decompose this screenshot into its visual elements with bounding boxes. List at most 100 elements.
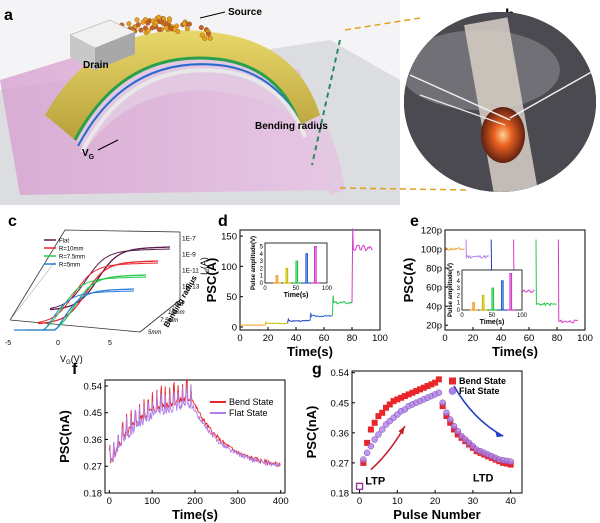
e-inset-x-tick: 100: [517, 313, 528, 319]
d-inset-y-tick: 2: [260, 266, 264, 272]
panel-a: a Source Drain VG Bending radius: [0, 0, 400, 205]
g-marker-bend: [432, 379, 439, 386]
d-inset-y-label: Pulse amplitude(V): [251, 236, 257, 290]
g-marker-bend: [409, 389, 416, 396]
c-z-tick-label: 1E-13: [182, 284, 200, 291]
e-inset-pulse: [489, 287, 497, 311]
f-y-tick-label: 0.54: [84, 381, 103, 392]
c-depth-tick-label: 7.5mm: [160, 318, 178, 324]
g-ltd-label: LTD: [473, 472, 494, 484]
e-inset-x-tick: 0: [460, 313, 464, 319]
drain-block-front: [95, 32, 135, 70]
e-inset-pulse: [479, 294, 488, 311]
nanoparticle: [187, 21, 192, 27]
nanoparticle: [168, 25, 174, 31]
nanoparticle: [181, 21, 187, 27]
g-x-axis-label: Pulse Number: [393, 507, 480, 522]
panel-f-label: f: [72, 361, 78, 378]
f-y-tick-label: 0.27: [84, 462, 103, 473]
g-marker-bend: [375, 413, 382, 420]
c-transfer-curve-return: [14, 290, 135, 331]
d-inset-y-tick: 5: [260, 245, 264, 251]
x-ticks-c: -5 0 5: [5, 340, 112, 347]
f-legend-label: Flat State: [229, 408, 268, 418]
e-inset-x-tick: 50: [489, 313, 496, 319]
f-x-tick-label: 200: [187, 496, 203, 507]
e-x-tick-label: 20: [468, 333, 479, 344]
panel-b: b: [404, 7, 596, 192]
nanoparticle: [149, 25, 155, 31]
probe-needle-3: [509, 69, 596, 119]
layer-white: [80, 68, 307, 153]
g-marker-flat: [375, 431, 382, 438]
nanoparticle: [198, 25, 204, 31]
g-x-tick-label: 30: [468, 496, 479, 507]
e-series-line: [535, 239, 557, 307]
nanoparticle: [206, 31, 211, 37]
d-inset-y-tick: 1: [260, 274, 264, 280]
c-z-tick-label: 1E-11: [182, 268, 199, 275]
g-ltp-arrowhead: [398, 426, 405, 435]
e-series-line: [557, 239, 578, 324]
d-inset-x-tick: 100: [322, 286, 333, 292]
box-frame-c: [9, 229, 181, 333]
c-legend-label: R=7.5mm: [59, 255, 85, 261]
layer-green: [73, 56, 302, 141]
panel-e: e 0 20 40 60 80 10020p40p60p80p100p120pTime(s…: [401, 213, 593, 359]
d-series-line: [239, 323, 265, 327]
g-marker-bend: [383, 404, 389, 411]
e-inset-y-tick: 0: [457, 308, 461, 314]
d-x-tick-label: 0: [237, 333, 242, 344]
g-marker-flat: [360, 456, 367, 463]
c-z-tick-label: 1E-7: [182, 236, 196, 243]
nanoparticle: [163, 25, 169, 31]
g-marker-bend: [420, 384, 427, 391]
glowing-device: [481, 107, 525, 163]
vg-pointer: [97, 139, 119, 151]
c-depth-tick-label: 10mm: [168, 310, 185, 316]
g-marker-bend: [394, 396, 401, 403]
g-marker-bend: [364, 439, 371, 446]
c-x-tick-label: -5: [5, 340, 11, 347]
layer-blue: [77, 63, 303, 147]
g-marker-flat: [446, 416, 454, 423]
depth-axis-label-c: Bending radius: [162, 274, 199, 329]
d-inset-pulse: [273, 275, 282, 284]
d-series-line: [331, 295, 353, 317]
g-marker-bend: [367, 426, 374, 433]
g-legend-label: Bend State: [459, 376, 506, 386]
d-x-tick-label: 20: [263, 333, 274, 344]
g-marker-bend: [379, 409, 386, 416]
g-y-axis-label: PSC(nA): [304, 406, 319, 459]
g-y-tick-label: 0.36: [331, 428, 350, 439]
nanoparticle: [184, 26, 190, 32]
f-x-tick-label: 300: [230, 496, 246, 507]
drain-block-side: [70, 35, 95, 70]
f-x-tick-label: 400: [273, 496, 289, 507]
g-legend-swatch: [448, 387, 457, 395]
g-x-tick-label: 40: [505, 496, 516, 507]
panel-e-label: e: [410, 213, 419, 230]
nanoparticle: [199, 32, 205, 38]
c-legend-label: Flat: [59, 239, 69, 245]
e-inset-pulse: [507, 273, 515, 311]
nanoparticle: [138, 27, 144, 33]
e-x-tick-label: 40: [496, 333, 507, 344]
g-marker-flat: [435, 389, 443, 396]
g-marker-flat: [378, 426, 386, 433]
g-marker-bend: [405, 391, 412, 398]
e-inset-y-tick: 1: [457, 301, 461, 307]
g-marker-bend: [413, 388, 420, 395]
e-inset-y-tick: 2: [457, 293, 461, 299]
e-inset-y-label: Pulse amplitude(V): [448, 263, 454, 317]
g-legend-label: Flat State: [459, 386, 500, 396]
e-inset-y-tick: 3: [457, 286, 461, 292]
g-marker-bend: [390, 398, 397, 405]
d-y-tick-label: 0: [232, 322, 237, 333]
d-x-tick-label: 100: [372, 333, 388, 344]
g-ltp-label: LTP: [365, 476, 385, 488]
c-legend-label: R=10mm: [59, 247, 84, 253]
e-y-tick-label: 20p: [426, 321, 442, 332]
d-x-axis-label: Time(s): [287, 344, 333, 359]
e-y-tick-label: 80p: [426, 264, 442, 275]
